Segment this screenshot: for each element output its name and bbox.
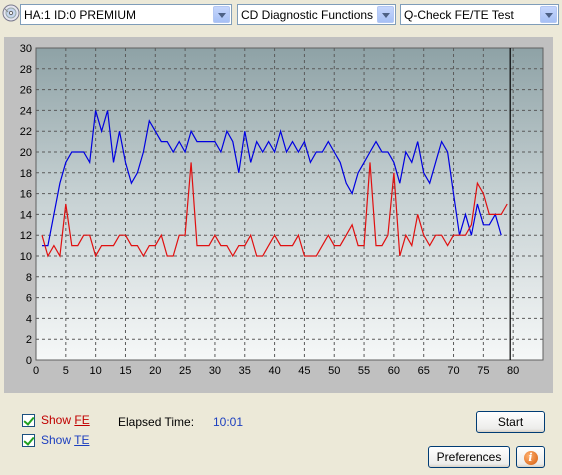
show-te-label: Show TE [41, 433, 89, 447]
tick-labels: 0 5 10 15 20 25 30 35 40 45 50 55 60 65 70 75 8002468101… [20, 43, 520, 377]
x-tick-label: 15 [119, 365, 131, 377]
y-tick-label: 30 [20, 43, 32, 55]
elapsed-time-value: 10:01 [213, 415, 244, 429]
x-tick-label: 70 [447, 365, 459, 377]
y-tick-label: 14 [20, 209, 32, 221]
x-tick-label: 45 [298, 365, 310, 377]
function-select[interactable]: CD Diagnostic Functions [237, 4, 396, 25]
x-tick-label: 40 [268, 365, 280, 377]
series-fe-line [41, 162, 508, 258]
y-tick-label: 28 [20, 64, 32, 76]
x-tick-label: 75 [477, 365, 489, 377]
show-te-prefix: Show [41, 433, 75, 447]
x-tick-label: 10 [90, 365, 102, 377]
show-te-toggle[interactable]: Show TE [22, 433, 89, 447]
test-select[interactable]: Q-Check FE/TE Test [400, 4, 559, 25]
show-te-checkbox[interactable] [22, 433, 35, 447]
show-fe-key: FE [74, 413, 90, 427]
y-tick-label: 16 [20, 189, 32, 201]
device-select[interactable]: HA:1 ID:0 PREMIUM [20, 4, 232, 25]
x-tick-label: 25 [179, 365, 191, 377]
grid-lines [36, 48, 543, 360]
x-tick-label: 55 [358, 365, 370, 377]
chart-panel: 0 5 10 15 20 25 30 35 40 45 50 55 60 65 70 75 80 0 2 4 6 8 10 1… [4, 37, 553, 393]
y-tick-label: 0 [26, 355, 32, 367]
y-tick-label: 18 [20, 168, 32, 180]
show-fe-label: Show FE [41, 413, 90, 427]
show-fe-checkbox[interactable] [22, 413, 35, 427]
y-tick-label: 12 [20, 230, 32, 242]
show-te-key: TE [74, 433, 90, 447]
show-fe-toggle[interactable]: Show FE [22, 413, 90, 427]
y-tick-label: 24 [20, 105, 32, 117]
x-tick-label: 80 [507, 365, 519, 377]
y-tick-label: 6 [26, 293, 32, 305]
preferences-button[interactable]: Preferences [428, 446, 510, 468]
elapsed-time-label: Elapsed Time: [118, 415, 195, 429]
start-button[interactable]: Start [476, 411, 545, 433]
chevron-down-icon[interactable] [540, 6, 557, 23]
chevron-down-icon[interactable] [213, 6, 230, 23]
chevron-down-icon[interactable] [377, 6, 394, 23]
series-lines [41, 48, 511, 360]
info-icon: i [523, 451, 538, 465]
x-tick-label: 0 [33, 365, 39, 377]
toolbar: HA:1 ID:0 PREMIUM CD Diagnostic Function… [0, 0, 562, 30]
y-tick-label: 20 [20, 147, 32, 159]
y-tick-label: 26 [20, 85, 32, 97]
device-select-value: HA:1 ID:0 PREMIUM [24, 8, 137, 22]
y-tick-label: 8 [26, 272, 32, 284]
fe-te-chart: 0 5 10 15 20 25 30 35 40 45 50 55 60 65 70 75 8002468101… [20, 43, 544, 377]
x-tick-label: 20 [149, 365, 161, 377]
y-tick-label: 22 [20, 126, 32, 138]
x-tick-label: 50 [328, 365, 340, 377]
series-te-line [42, 110, 502, 247]
info-button[interactable]: i [516, 446, 545, 468]
plot-area [35, 47, 544, 361]
test-select-value: Q-Check FE/TE Test [404, 8, 514, 22]
x-tick-label: 30 [209, 365, 221, 377]
y-tick-label: 10 [20, 251, 32, 263]
function-select-value: CD Diagnostic Functions [241, 8, 374, 22]
x-tick-label: 65 [418, 365, 430, 377]
x-tick-label: 35 [239, 365, 251, 377]
y-tick-label: 4 [26, 313, 32, 325]
x-tick-label: 5 [63, 365, 69, 377]
show-fe-prefix: Show [41, 413, 75, 427]
cd-drive-icon[interactable] [2, 4, 20, 22]
controls-panel: Show FE Show TE Elapsed Time: 10:01 Star… [20, 403, 557, 473]
x-tick-label: 60 [388, 365, 400, 377]
y-tick-label: 2 [26, 334, 32, 346]
